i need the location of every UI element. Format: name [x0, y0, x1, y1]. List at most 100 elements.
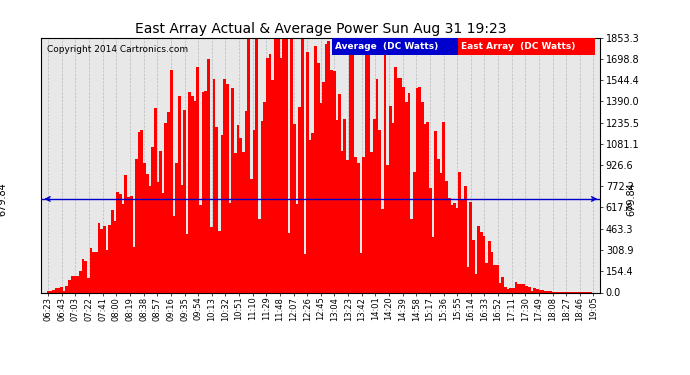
Bar — [231, 87, 234, 292]
Bar — [381, 209, 384, 292]
Bar — [191, 96, 194, 292]
Bar — [119, 194, 122, 292]
Bar — [140, 130, 144, 292]
Bar — [421, 102, 424, 292]
Bar — [466, 267, 469, 292]
Bar — [335, 120, 338, 292]
Bar — [186, 234, 188, 292]
Bar — [121, 204, 124, 292]
Bar — [271, 80, 274, 292]
Bar — [108, 225, 111, 292]
Bar — [415, 88, 419, 292]
Bar — [451, 205, 453, 292]
Bar — [95, 252, 98, 292]
Bar — [178, 96, 181, 292]
Bar — [488, 241, 491, 292]
Bar — [341, 152, 344, 292]
Bar — [226, 84, 228, 292]
Bar — [71, 276, 74, 292]
Bar — [103, 226, 106, 292]
Bar — [301, 39, 304, 292]
Bar — [146, 174, 148, 292]
Bar — [506, 290, 509, 292]
Bar — [322, 82, 325, 292]
Bar — [90, 248, 92, 292]
Bar — [239, 138, 242, 292]
Bar — [151, 147, 154, 292]
Bar — [445, 181, 448, 292]
Bar — [338, 94, 341, 292]
Bar — [546, 291, 549, 292]
Bar — [397, 78, 400, 292]
Bar — [448, 198, 451, 292]
Bar — [285, 39, 288, 292]
Bar — [518, 285, 520, 292]
Bar — [253, 129, 255, 292]
Bar — [92, 252, 95, 292]
Bar — [520, 284, 523, 292]
Bar — [429, 188, 432, 292]
Bar — [250, 178, 253, 292]
Bar — [469, 201, 472, 292]
Bar — [392, 123, 395, 292]
Bar — [411, 219, 413, 292]
Bar — [124, 176, 127, 292]
Bar — [477, 226, 480, 292]
Bar — [47, 291, 50, 292]
Bar — [357, 163, 359, 292]
Bar — [295, 204, 298, 292]
Bar — [55, 288, 58, 292]
Bar — [87, 278, 90, 292]
Bar — [432, 237, 435, 292]
Bar — [378, 130, 381, 292]
Bar — [533, 288, 536, 292]
Bar — [525, 286, 528, 292]
Bar — [359, 254, 362, 292]
Bar — [346, 160, 349, 292]
Bar — [501, 278, 504, 292]
Bar — [453, 203, 456, 292]
Bar — [485, 263, 488, 292]
Bar — [461, 200, 464, 292]
Bar — [437, 159, 440, 292]
Bar — [498, 282, 502, 292]
Bar — [493, 265, 496, 292]
Bar — [199, 206, 202, 292]
Bar — [228, 203, 231, 292]
Bar — [258, 219, 261, 292]
Bar — [255, 38, 258, 292]
Text: 679.84: 679.84 — [626, 182, 636, 216]
Bar — [405, 102, 408, 292]
Bar — [480, 232, 482, 292]
Bar — [164, 123, 167, 292]
Bar — [290, 38, 293, 292]
Bar — [349, 46, 352, 292]
Bar — [541, 290, 544, 292]
Bar — [175, 163, 178, 292]
Text: 679.84: 679.84 — [0, 182, 8, 216]
Bar — [464, 186, 466, 292]
Bar — [325, 44, 328, 292]
Bar — [111, 210, 114, 292]
Bar — [515, 282, 518, 292]
Bar — [74, 276, 77, 292]
Bar — [183, 111, 186, 292]
Bar — [424, 124, 426, 292]
Bar — [97, 223, 101, 292]
Bar — [242, 152, 245, 292]
Bar — [63, 291, 66, 292]
Bar — [512, 288, 515, 292]
Bar — [60, 287, 63, 292]
Bar — [66, 286, 68, 292]
Bar — [268, 54, 271, 292]
Bar — [106, 251, 108, 292]
Bar — [371, 152, 373, 292]
Bar — [194, 101, 197, 292]
Text: Copyright 2014 Cartronics.com: Copyright 2014 Cartronics.com — [47, 45, 188, 54]
Bar — [204, 92, 208, 292]
Bar — [266, 58, 269, 292]
Bar — [172, 216, 175, 292]
Bar — [293, 123, 295, 292]
Bar — [528, 286, 531, 292]
Bar — [365, 42, 368, 292]
